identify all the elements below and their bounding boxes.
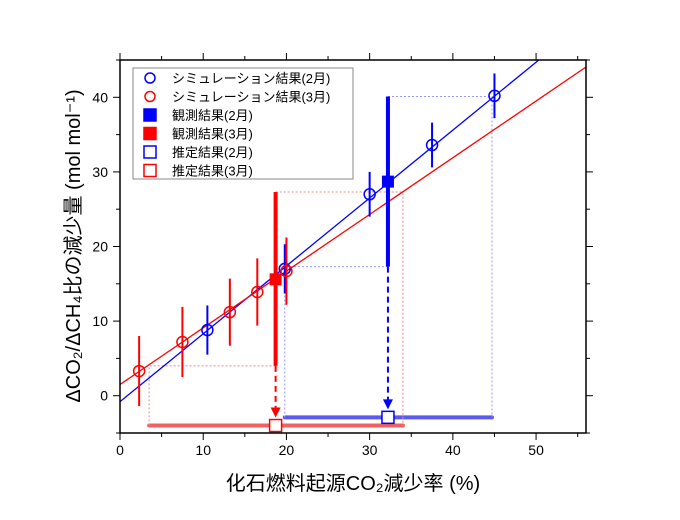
legend-label-4: 推定結果(2月) [172, 145, 253, 160]
estimated-point [268, 418, 283, 433]
sim-point [425, 138, 439, 152]
sim-point [280, 264, 293, 278]
y-tick-label: 40 [92, 89, 108, 105]
legend-marker [144, 90, 156, 103]
guide-line-feb [387, 96, 493, 418]
legend-marker [143, 108, 157, 122]
x-tick-label: 50 [528, 442, 544, 458]
legend-marker [143, 145, 157, 159]
guide-line-feb [284, 266, 388, 418]
legend-label-2: 観測結果(2月) [172, 108, 253, 123]
guide-line-mar [275, 191, 404, 426]
sim-point [223, 305, 237, 319]
y-tick-label: 30 [92, 164, 108, 180]
legend-marker [143, 163, 157, 178]
arrow-head [270, 407, 281, 418]
observed-point [381, 175, 394, 188]
legend-marker [144, 72, 156, 84]
y-tick-label: 20 [92, 239, 108, 255]
x-tick-label: 40 [445, 442, 461, 458]
legend-marker [143, 126, 157, 141]
sim-point [488, 89, 501, 103]
legend-label-5: 推定結果(3月) [172, 164, 253, 179]
y-tick-label: 0 [100, 388, 108, 404]
legend-label-1: シミュレーション結果(3月) [172, 90, 330, 105]
sim-point [363, 188, 376, 201]
fit-line-feb [120, 60, 540, 403]
plot-area [120, 60, 586, 433]
x-tick-label: 10 [195, 442, 211, 458]
sim-point [278, 262, 292, 276]
estimated-point [381, 410, 395, 425]
x-tick-label: 0 [116, 442, 124, 458]
guide-line-mar [148, 365, 276, 426]
y-tick-label: 10 [92, 313, 108, 329]
arrow-head [382, 399, 393, 410]
x-tick-label: 30 [362, 442, 378, 458]
legend-label-3: 観測結果(3月) [172, 127, 253, 142]
x-tick-label: 20 [279, 442, 295, 458]
x-axis-label: 化石燃料起源CO₂減少率 (%) [226, 472, 480, 495]
legend-box [132, 67, 354, 180]
fit-line-mar [120, 66, 586, 386]
sim-point [201, 323, 214, 337]
legend-label-0: シミュレーション結果(2月) [172, 71, 330, 86]
sim-point [176, 335, 189, 349]
y-axis-label: ΔCO₂/ΔCH₄比の減少量 (mol mol⁻¹) [62, 89, 85, 402]
observed-point [269, 273, 282, 286]
sim-point [132, 364, 146, 378]
sim-point [251, 285, 264, 299]
